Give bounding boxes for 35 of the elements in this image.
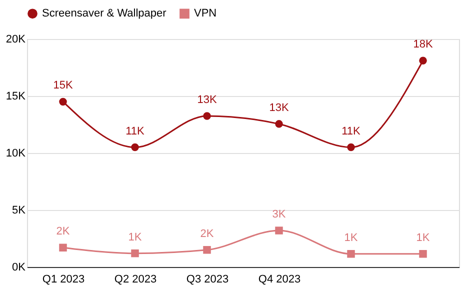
data-label: 11K [126,125,146,138]
point [59,244,67,252]
x-tick-label: Q4 2023 [258,274,301,286]
data-label: 1K [344,232,358,244]
y-tick-label: 20K [6,34,26,46]
legend-label: Screensaver & Wallpaper [42,8,167,20]
point [203,112,211,120]
point [347,143,355,152]
x-tick-label: Q1 2023 [42,274,85,286]
y-tick-label: 0K [12,262,26,274]
data-label: 1K [128,231,142,244]
point [131,143,139,152]
point [275,120,283,128]
point [419,56,427,65]
y-tick-label: 10K [6,148,26,160]
data-label: 13K [269,102,290,114]
legend-label: VPN [194,8,217,20]
x-tick-label: Q2 2023 [114,274,157,286]
point [131,249,139,258]
data-label: 2K [56,226,70,238]
data-label: 2K [200,228,214,240]
y-tick-label: 5K [12,204,26,216]
x-tick-label: Q3 2023 [186,274,229,286]
data-label: 11K [342,125,362,138]
y-tick-label: 15K [6,90,26,102]
point [59,98,67,106]
data-label: 13K [197,94,218,106]
point [203,246,211,254]
data-label: 1K [416,232,430,244]
point [419,250,427,258]
point [347,250,355,258]
data-label: 18K [413,38,434,51]
data-label: 3K [272,208,286,221]
data-label: 15K [53,80,74,92]
point [275,226,283,234]
